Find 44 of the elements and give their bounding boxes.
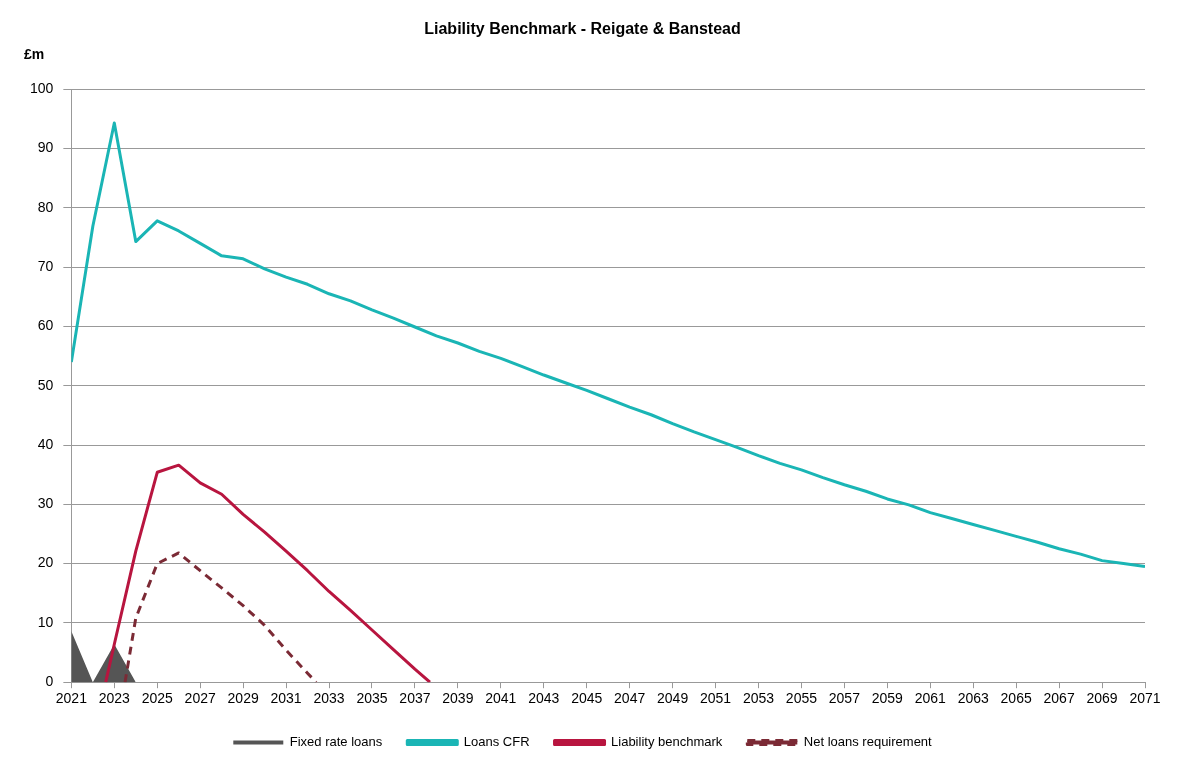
x-tick-label: 2055	[785, 690, 818, 707]
x-tick-label: 2039	[442, 690, 474, 707]
x-tick-label: 2051	[699, 690, 732, 707]
y-tick-label: 30	[37, 495, 54, 512]
chart-title: Liability Benchmark - Reigate & Banstead	[424, 20, 741, 38]
x-tick-label: 2067	[1043, 690, 1075, 707]
legend-label: Net loans requirement	[803, 734, 933, 750]
y-tick-label: 10	[37, 613, 54, 630]
legend-label: Loans CFR	[463, 734, 530, 750]
y-tick-label: 70	[37, 257, 54, 274]
x-tick-label: 2031	[270, 690, 302, 707]
y-tick-label: 40	[37, 435, 54, 452]
x-tick-label: 2057	[828, 690, 861, 707]
y-tick-label: 20	[37, 554, 54, 571]
legend-label: Liability benchmark	[611, 734, 723, 750]
x-tick-label: 2035	[356, 690, 388, 707]
line-series	[123, 551, 318, 683]
x-tick-label: 2033	[313, 690, 345, 707]
y-tick-label: 90	[37, 139, 54, 156]
x-tick-label: 2053	[742, 690, 775, 707]
x-tick-label: 2043	[528, 690, 560, 707]
x-tick-label: 2049	[657, 690, 689, 707]
x-tick-label: 2065	[1000, 690, 1032, 707]
x-tick-label: 2063	[957, 690, 989, 707]
x-tick-label: 2027	[184, 690, 216, 707]
x-tick-label: 2023	[98, 690, 131, 707]
x-tick-label: 2047	[614, 690, 646, 707]
y-tick-label: 0	[45, 673, 54, 690]
x-tick-label: 2059	[871, 690, 904, 707]
x-tick-label: 2029	[227, 690, 259, 707]
legend-label: Fixed rate loans	[289, 734, 383, 750]
x-tick-label: 2021	[55, 690, 88, 707]
y-tick-label: 60	[37, 317, 54, 334]
x-tick-label: 2071	[1129, 690, 1161, 707]
y-tick-label: 100	[30, 80, 54, 97]
x-tick-label: 2061	[914, 690, 947, 707]
x-tick-label: 2045	[571, 690, 603, 707]
x-tick-label: 2041	[485, 690, 517, 707]
x-tick-label: 2025	[141, 690, 174, 707]
x-tick-label: 2037	[399, 690, 431, 707]
y-tick-label: 50	[37, 376, 54, 393]
x-tick-label: 2069	[1086, 690, 1118, 707]
y-tick-label: 80	[37, 198, 54, 215]
y-axis-title: £m	[24, 46, 45, 62]
